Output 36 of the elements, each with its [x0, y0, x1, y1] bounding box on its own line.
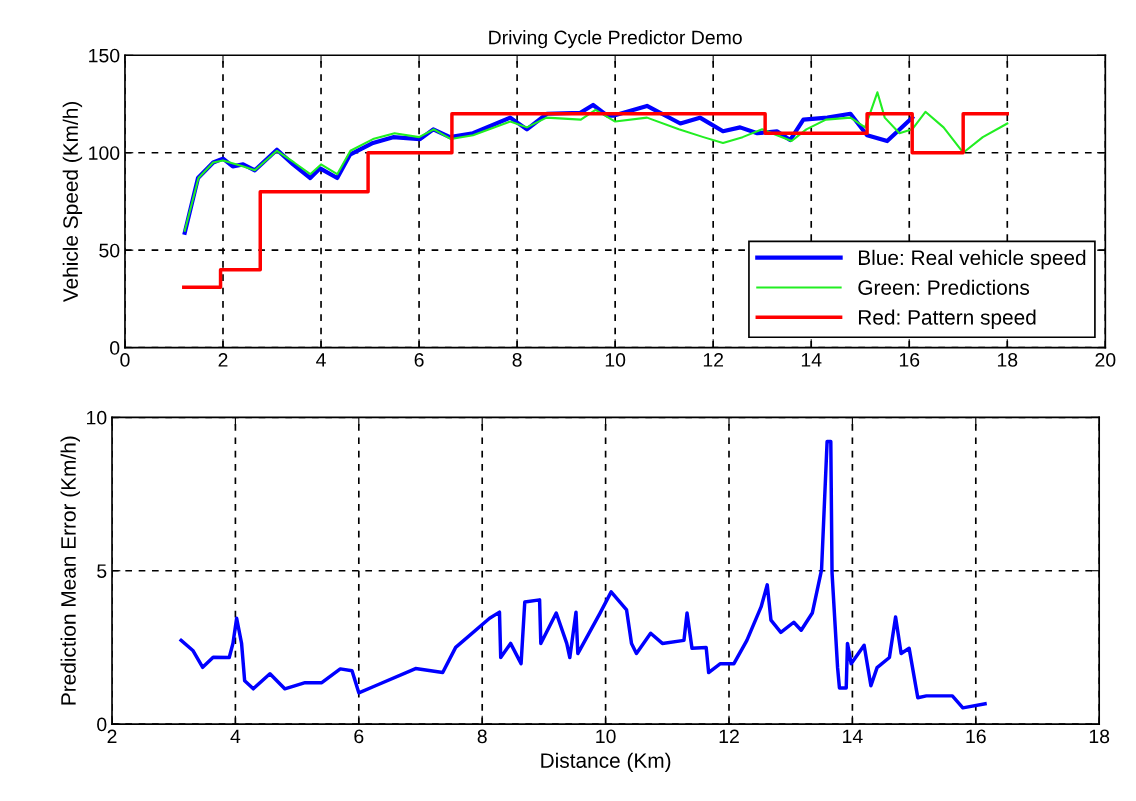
x-axis-title: Distance (Km): [541, 752, 671, 773]
y-tick-label: 10: [87, 410, 107, 425]
y-tick-label: 5: [97, 564, 107, 578]
x-tick-label: 4: [230, 729, 241, 744]
y-axis-title: Vehicle Speed (Km/h): [62, 101, 83, 303]
line-series: [179, 439, 987, 710]
x-tick-label: 2: [107, 729, 117, 744]
x-tick-label: 18: [997, 353, 1018, 367]
x-tick-label: 2: [218, 353, 228, 367]
x-tick-label: 14: [801, 353, 822, 367]
y-axis-title: Prediction Mean Error (Km/h): [60, 436, 80, 705]
legend-label: Green: Predictions: [858, 279, 1030, 295]
y-tick-label: 50: [99, 243, 120, 258]
x-tick-label: 16: [899, 353, 920, 367]
x-tick-label: 4: [316, 353, 326, 367]
x-tick-label: 6: [354, 729, 364, 744]
x-tick-label: 20: [1095, 353, 1116, 367]
x-tick-label: 12: [719, 729, 739, 744]
legend-label: Blue: Real vehicle speed: [858, 249, 1086, 270]
y-tick-label: 0: [110, 341, 120, 355]
legend-label: Red: Pattern speed: [858, 309, 1036, 329]
x-tick-label: 10: [596, 729, 616, 744]
x-tick-label: 14: [843, 729, 863, 744]
x-tick-label: 16: [966, 729, 986, 744]
line-series: [183, 91, 1009, 232]
x-tick-label: 0: [120, 353, 130, 367]
y-tick-label: 0: [97, 717, 107, 732]
x-tick-label: 10: [605, 353, 626, 367]
x-tick-label: 12: [703, 353, 724, 367]
x-tick-label: 8: [477, 729, 487, 744]
y-tick-label: 100: [89, 146, 120, 160]
x-tick-label: 6: [414, 353, 424, 367]
x-tick-label: 18: [1089, 729, 1110, 744]
y-tick-label: 150: [89, 48, 120, 63]
x-tick-label: 8: [512, 353, 522, 367]
chart-title: Driving Cycle Predictor Demo: [489, 30, 742, 49]
